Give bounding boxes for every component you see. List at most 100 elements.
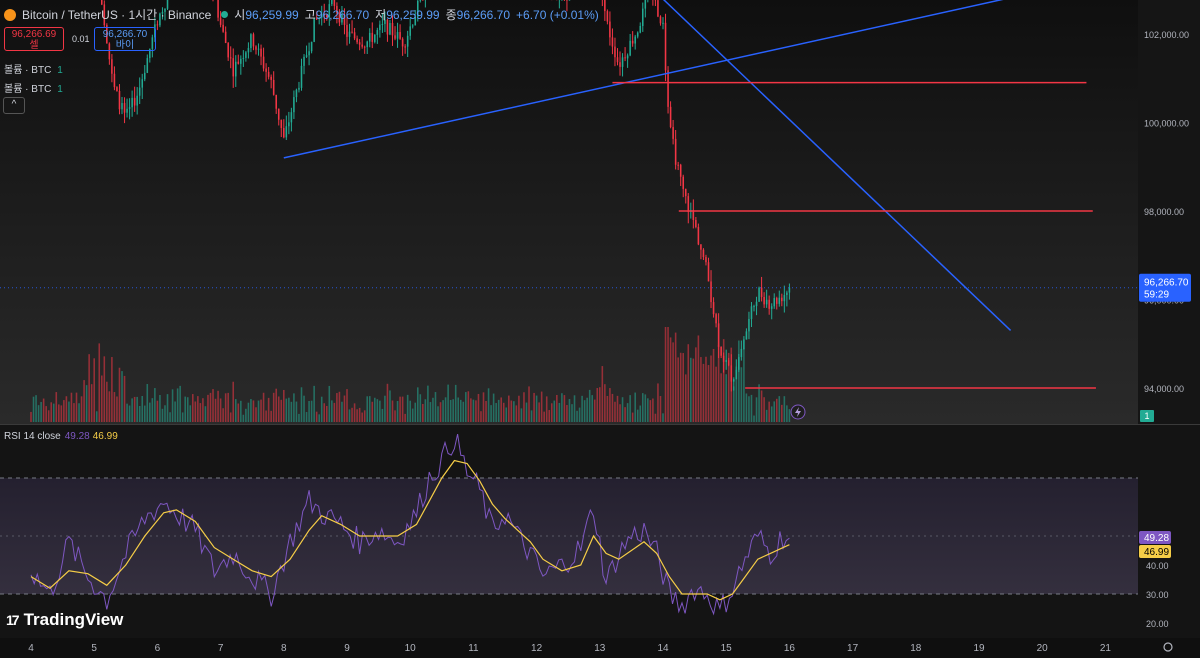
rsi-legend-name: RSI 14 close bbox=[4, 431, 61, 442]
volume-bar bbox=[189, 405, 192, 422]
volume-bar bbox=[743, 348, 745, 422]
candle-body bbox=[374, 34, 376, 42]
candle-body bbox=[159, 13, 161, 26]
price-axis-tick: 94,000.00 bbox=[1144, 384, 1184, 394]
volume-bar bbox=[214, 398, 217, 422]
candle-body bbox=[295, 89, 298, 98]
volume-bar bbox=[591, 395, 593, 422]
candle-body bbox=[257, 48, 260, 50]
volume-bar bbox=[783, 396, 786, 422]
candle-body bbox=[384, 19, 386, 24]
candle-body bbox=[667, 70, 669, 107]
volume-bar bbox=[374, 397, 376, 422]
candle-body bbox=[684, 188, 687, 197]
candle-body bbox=[381, 23, 384, 25]
volume-bar bbox=[528, 386, 530, 422]
buy-button[interactable]: 96,266.70 바이 bbox=[94, 27, 156, 51]
volume-bar bbox=[442, 400, 444, 422]
volume-bar bbox=[540, 391, 543, 422]
volume-bar bbox=[487, 388, 490, 422]
candle-body bbox=[682, 176, 685, 189]
volume-bar bbox=[325, 405, 328, 422]
volume-bar bbox=[654, 413, 657, 422]
volume-bar bbox=[674, 332, 677, 422]
volume-bar bbox=[315, 411, 318, 422]
candle-body bbox=[636, 32, 639, 37]
candle-body bbox=[672, 127, 674, 139]
candle-body bbox=[720, 346, 722, 356]
candle-body bbox=[730, 365, 733, 382]
volume-bar bbox=[621, 397, 624, 422]
volume-bar bbox=[727, 352, 730, 422]
candle-body bbox=[386, 19, 389, 35]
volume-bar bbox=[121, 371, 123, 422]
time-axis-tick: 21 bbox=[1100, 643, 1112, 654]
volume-bar bbox=[224, 393, 227, 422]
volume-legend-1[interactable]: 볼륨 · BTC 1 bbox=[4, 61, 63, 76]
candle-body bbox=[265, 68, 267, 72]
candle-body bbox=[343, 14, 346, 25]
drawings[interactable] bbox=[0, 0, 1138, 420]
volume-bar bbox=[164, 405, 166, 422]
volume-bar bbox=[78, 403, 80, 422]
volume-bar bbox=[290, 401, 293, 422]
volume-bar bbox=[740, 367, 743, 422]
candle-body bbox=[356, 38, 358, 43]
candle-body bbox=[166, 0, 169, 9]
volume-bar bbox=[93, 358, 95, 422]
volume-bar bbox=[745, 393, 748, 422]
spread-value: 0.01 bbox=[72, 34, 90, 44]
candle-body bbox=[234, 61, 237, 77]
volume-bar bbox=[500, 397, 502, 422]
candle-body bbox=[113, 73, 116, 88]
volume-bar bbox=[267, 397, 270, 422]
volume-bar bbox=[318, 414, 320, 422]
volume-bar bbox=[63, 400, 65, 422]
volume-bar bbox=[583, 400, 586, 422]
volume-bar bbox=[652, 398, 654, 422]
tradingview-logo[interactable]: 17 TradingView bbox=[6, 610, 123, 630]
volume-bar bbox=[320, 396, 323, 422]
volume-bar bbox=[159, 395, 161, 422]
volume-bar bbox=[523, 392, 525, 422]
candle-body bbox=[707, 262, 710, 282]
volume-bar bbox=[586, 397, 588, 422]
volume-bar bbox=[444, 397, 447, 422]
symbol-title[interactable]: Bitcoin / TetherUS · 1시간 · Binance bbox=[22, 8, 212, 22]
volume-bar bbox=[604, 384, 606, 422]
rsi-value-tag-text: 49.28 bbox=[1144, 533, 1169, 544]
time-axis-tick: 16 bbox=[784, 643, 796, 654]
volume-bar bbox=[459, 399, 462, 422]
candle-body bbox=[121, 103, 123, 110]
candle-body bbox=[750, 306, 753, 319]
volume-bar bbox=[518, 395, 520, 422]
collapse-legend-button[interactable]: ^ bbox=[3, 97, 25, 114]
volume-bar bbox=[358, 407, 361, 422]
volume-bar bbox=[118, 367, 121, 422]
volume-bar bbox=[285, 398, 288, 422]
volume-bar bbox=[566, 405, 568, 422]
volume-bar bbox=[204, 406, 207, 422]
volume-bar bbox=[229, 412, 232, 422]
volume-bar bbox=[449, 399, 452, 422]
volume-legend-2[interactable]: 볼륨 · BTC 1 bbox=[4, 80, 63, 95]
volume-bar bbox=[677, 357, 679, 422]
rsi-legend[interactable]: RSI 14 close 49.28 46.99 bbox=[4, 431, 118, 442]
volume-bar bbox=[98, 343, 101, 422]
volume-bar bbox=[88, 354, 90, 422]
candle-body bbox=[141, 79, 144, 88]
volume-bar bbox=[333, 402, 336, 422]
volume-bar bbox=[717, 344, 720, 422]
candle-body bbox=[376, 30, 379, 35]
volume-bar bbox=[470, 398, 472, 422]
sell-button[interactable]: 96,266.69 셀 bbox=[4, 27, 64, 51]
volume-bar bbox=[381, 408, 384, 422]
candle-body bbox=[687, 196, 690, 212]
volume-bar bbox=[257, 400, 260, 422]
candle-body bbox=[128, 107, 131, 109]
candle-body bbox=[272, 79, 275, 95]
volume-bar bbox=[35, 395, 37, 422]
candle-body bbox=[361, 44, 363, 47]
candle-body bbox=[624, 57, 626, 59]
